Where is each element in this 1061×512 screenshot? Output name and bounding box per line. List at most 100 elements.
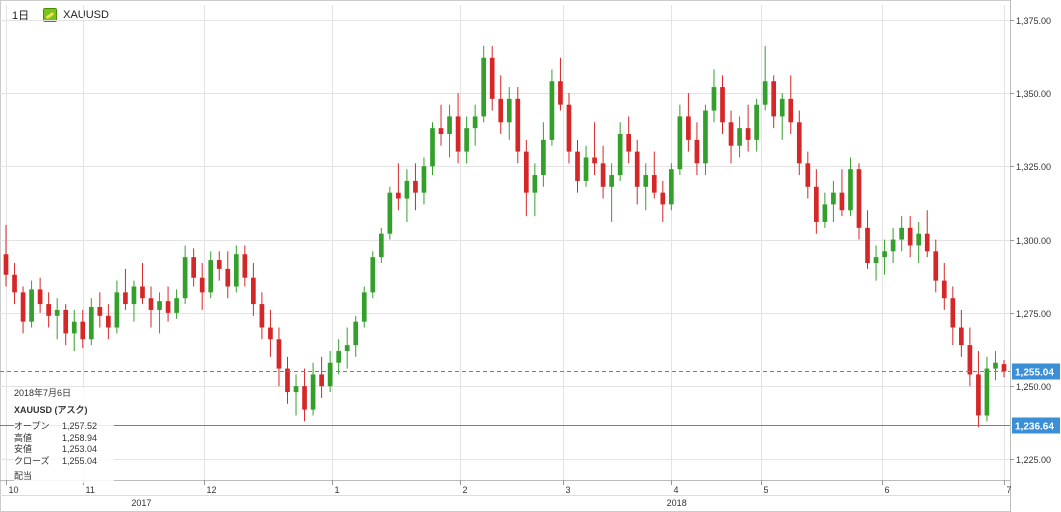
candle	[788, 75, 794, 135]
candle	[404, 169, 410, 222]
candle	[191, 248, 197, 287]
x-tick-label: 4	[674, 485, 679, 495]
candle-body	[71, 321, 77, 334]
candle	[890, 227, 896, 264]
candle	[583, 145, 589, 187]
candle-body	[583, 157, 589, 181]
candle-body	[174, 298, 179, 313]
candle-body	[668, 169, 674, 205]
symbol-icon	[43, 8, 58, 22]
candle	[370, 251, 376, 299]
chart-header: 1日 XAUUSD	[0, 0, 1010, 30]
candle-body	[106, 315, 111, 328]
candle-body	[941, 280, 947, 299]
candle	[813, 169, 819, 234]
candle-body	[626, 134, 632, 152]
candle-body	[873, 257, 879, 264]
candle	[677, 104, 683, 176]
candle	[114, 280, 120, 334]
candle-body	[285, 368, 290, 393]
candle-body	[566, 104, 572, 152]
candle	[532, 163, 538, 217]
timeframe-label[interactable]: 1日	[12, 10, 30, 22]
plot-frame	[0, 0, 1011, 512]
candle	[165, 286, 171, 322]
candle	[54, 298, 60, 340]
candle	[762, 46, 768, 111]
candle	[993, 350, 998, 381]
candle	[976, 350, 981, 428]
candle	[805, 151, 811, 199]
y-tick-label: 1,225.00	[1016, 455, 1051, 465]
candle-body	[421, 166, 427, 193]
candle	[643, 163, 649, 211]
candle	[967, 327, 973, 387]
candle	[728, 110, 734, 164]
info-footer: 配当	[14, 471, 33, 481]
candle	[106, 304, 111, 340]
candle-body	[481, 57, 487, 117]
candle	[242, 245, 248, 287]
candle	[651, 151, 657, 199]
candle-body	[831, 192, 836, 205]
candle	[225, 251, 231, 299]
candle-body	[88, 307, 94, 340]
symbol-label[interactable]: XAUUSD	[63, 9, 109, 21]
candle-body	[80, 321, 86, 340]
info-date: 2018年7月6日	[14, 388, 72, 398]
candle-body	[788, 98, 794, 123]
candle-body	[165, 301, 171, 313]
candle	[12, 263, 17, 305]
candle	[20, 286, 26, 334]
candle	[302, 368, 307, 422]
candle-body	[541, 139, 546, 176]
candle	[745, 104, 751, 152]
candle-body	[370, 257, 376, 293]
candle-body	[737, 128, 742, 146]
candle	[174, 289, 179, 319]
candle	[754, 98, 759, 152]
candle-body	[114, 292, 120, 328]
candle-body	[959, 327, 964, 346]
candle-body	[302, 386, 307, 410]
candle-body	[813, 186, 819, 222]
info-row-low: 安値 1,253.04	[14, 444, 98, 454]
candle	[865, 210, 870, 269]
candle-body	[558, 81, 563, 105]
candle-body	[660, 192, 666, 205]
candle	[216, 251, 222, 281]
candle-body	[276, 339, 282, 369]
candle-body	[907, 227, 913, 246]
candle	[71, 309, 77, 351]
candle	[549, 69, 555, 146]
candle	[336, 339, 342, 375]
x-tick-label: 2	[463, 485, 468, 495]
candle	[396, 163, 401, 211]
candle-body	[131, 286, 137, 305]
candle-body	[489, 57, 495, 99]
candle	[489, 46, 495, 111]
candle-body	[319, 374, 324, 387]
candle-body	[242, 254, 248, 278]
candle-body	[890, 239, 896, 252]
x-tick-label: 7	[1007, 485, 1012, 495]
candle-body	[413, 180, 418, 193]
candle-body	[933, 251, 939, 281]
candle	[438, 104, 444, 146]
candle	[361, 286, 367, 328]
candle-body	[438, 128, 444, 135]
candle-body	[515, 98, 521, 152]
candle-body	[805, 163, 811, 187]
candle-body	[455, 116, 461, 152]
candle-body	[37, 289, 43, 305]
candle-body	[592, 157, 597, 164]
candle	[310, 362, 316, 416]
candle-body	[216, 260, 222, 269]
candle-body	[779, 98, 785, 117]
candle	[387, 186, 393, 240]
candle	[344, 327, 350, 369]
candle-body	[54, 309, 60, 316]
candle	[413, 163, 418, 211]
